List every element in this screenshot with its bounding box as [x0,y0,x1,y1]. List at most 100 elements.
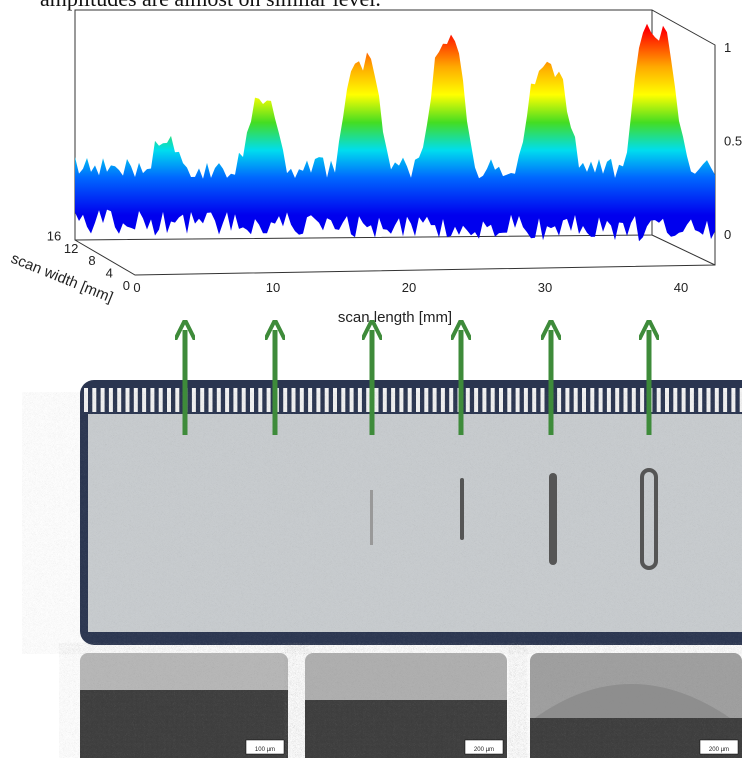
x-tick-label: 40 [674,280,688,295]
ruler-tick [407,388,412,412]
ruler-tick [523,388,528,412]
weld-bump [535,684,730,718]
ruler-tick [191,388,196,412]
y-tick-label: 8 [88,253,95,268]
z-axis: 10.50 [724,40,742,242]
y-label: scan width [mm] [9,250,116,306]
ruler-tick [731,388,736,412]
ruler-tick [416,388,420,412]
ruler-tick [133,388,138,412]
y-tick-label: 4 [106,266,113,281]
ruler-tick [482,388,487,412]
ruler-tick [324,388,329,412]
ruler-tick [565,388,570,412]
ruler-tick [714,388,719,412]
x-tick-label: 0 [133,280,140,295]
x-tick-label: 30 [538,280,552,295]
ruler-tick [698,388,703,412]
ruler-tick [167,388,171,412]
ruler-tick [665,388,669,412]
ruler-tick [689,388,694,412]
ruler-tick [258,388,263,412]
ruler-tick [283,388,288,412]
ruler-tick [291,388,296,412]
ruler-tick [175,388,180,412]
ruler-tick [623,388,628,412]
ruler-tick [507,388,512,412]
ruler-tick [739,388,742,412]
ruler-tick [440,388,445,412]
ruler-tick [615,388,620,412]
ruler-tick [424,388,429,412]
arrows [185,330,649,435]
ruler-tick [316,388,321,412]
y-tick-label: 16 [47,228,61,243]
ruler-tick [250,388,254,412]
ruler-tick [225,388,230,412]
ruler-tick [150,388,155,412]
ruler-tick [341,388,346,412]
ruler-tick [582,388,586,412]
ruler-tick [92,388,97,412]
ruler-tick [532,388,537,412]
x-tick-label: 20 [402,280,416,295]
ruler-tick [84,388,88,412]
ruler-tick [216,388,221,412]
scale-box [699,739,739,755]
ruler-tick [391,388,396,412]
ruler-tick [598,388,603,412]
marks [370,468,658,570]
ruler-tick [241,388,246,412]
z-tick-label: 1 [724,40,731,55]
scale-label: 100 µm [255,747,275,753]
ruler-tick [474,388,479,412]
ruler-tick [432,388,437,412]
ruler-tick [490,388,495,412]
ruler-tick [706,388,711,412]
z-tick-label: 0 [724,227,731,242]
ruler [84,388,742,412]
ruler-tick [357,388,362,412]
ruler-tick [399,388,404,412]
ruler-tick [631,388,636,412]
ruler-tick [590,388,595,412]
ruler-tick [382,388,387,412]
ruler-tick [681,388,686,412]
ruler-tick [125,388,130,412]
ruler-tick [723,388,728,412]
x-label: scan length [mm] [338,309,452,326]
surface [75,23,715,242]
ruler-tick [333,388,337,412]
ruler-tick [158,388,163,412]
ruler-tick [100,388,105,412]
ruler-tick [499,388,503,412]
x-tick-label: 10 [266,280,280,295]
ruler-tick [557,388,562,412]
ruler-tick [449,388,454,412]
scale-box [464,739,504,755]
ruler-tick [233,388,238,412]
ruler-tick [200,388,205,412]
ruler-tick [108,388,113,412]
ruler-tick [308,388,313,412]
ruler-tick [366,388,371,412]
ruler-tick [656,388,661,412]
ruler-tick [540,388,545,412]
scale-label: 200 µm [474,747,494,753]
plate-texture [88,414,742,632]
y-tick-label: 12 [64,241,78,256]
micrographs: 100 µm 200 µm 200 µm [80,653,742,758]
scale-box [245,739,285,755]
ruler-tick [208,388,213,412]
x-axis: 0 10 20 30 40 [133,280,688,295]
scale-label: 200 µm [709,747,729,753]
ruler-tick [142,388,147,412]
ruler-tick [606,388,611,412]
ruler-tick [573,388,578,412]
z-tick-label: 0.5 [724,134,742,149]
y-tick-label: 0 [123,278,130,293]
ruler-tick [266,388,271,412]
